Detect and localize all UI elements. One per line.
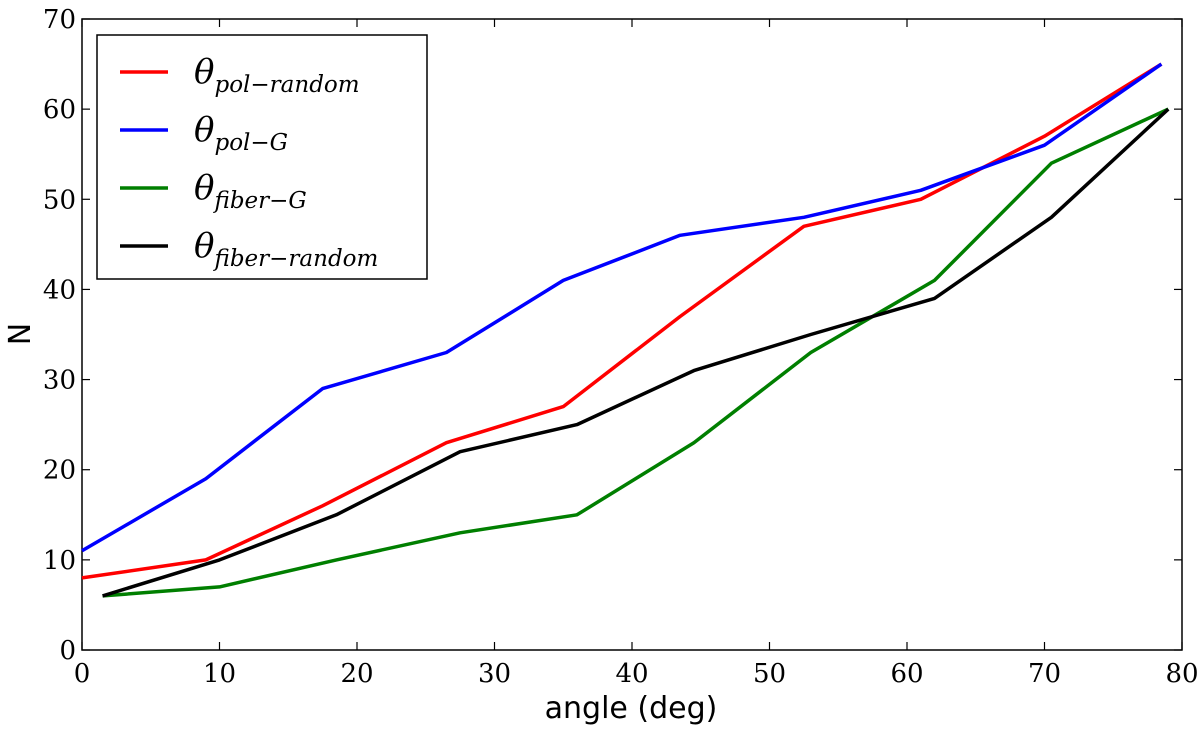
x-axis-label: angle (deg): [545, 691, 718, 726]
y-tick-label: 10: [43, 546, 76, 576]
series-line-fiber-random: [102, 107, 1170, 598]
y-tick-label: 40: [43, 275, 76, 305]
x-tick-label: 80: [1165, 659, 1198, 689]
y-tick-label: 70: [43, 5, 76, 35]
x-tick-label: 40: [615, 659, 648, 689]
y-axis-label: N: [3, 323, 38, 345]
x-tick-label: 60: [890, 659, 923, 689]
x-tick-label: 50: [753, 659, 786, 689]
legend: θpol−random θpol−G θfiber−G θfiber−random: [96, 34, 428, 280]
series-line-fiber-g: [102, 107, 1170, 598]
x-tick-label: 0: [74, 659, 91, 689]
legend-label: θfiber−G: [194, 168, 307, 214]
legend-box: [96, 34, 428, 280]
legend-label: θfiber−random: [194, 226, 378, 272]
axis-ticks: 0 10 20 30 40 50 60 70 80 0 10 20 30 40 50 60 70: [43, 5, 1199, 689]
series-line-pol-g: [81, 62, 1163, 553]
y-tick-label: 30: [43, 366, 76, 396]
y-tick-label: 50: [43, 185, 76, 215]
legend-label: θpol−G: [194, 110, 288, 156]
x-tick-label: 20: [340, 659, 373, 689]
x-tick-label: 10: [203, 659, 236, 689]
series-lines: [81, 62, 1170, 598]
y-tick-label: 20: [43, 456, 76, 486]
x-tick-label: 30: [478, 659, 511, 689]
legend-label: θpol−random: [194, 52, 360, 98]
x-tick-label: 70: [1028, 659, 1061, 689]
y-tick-label: 0: [59, 636, 76, 666]
y-tick-label: 60: [43, 95, 76, 125]
